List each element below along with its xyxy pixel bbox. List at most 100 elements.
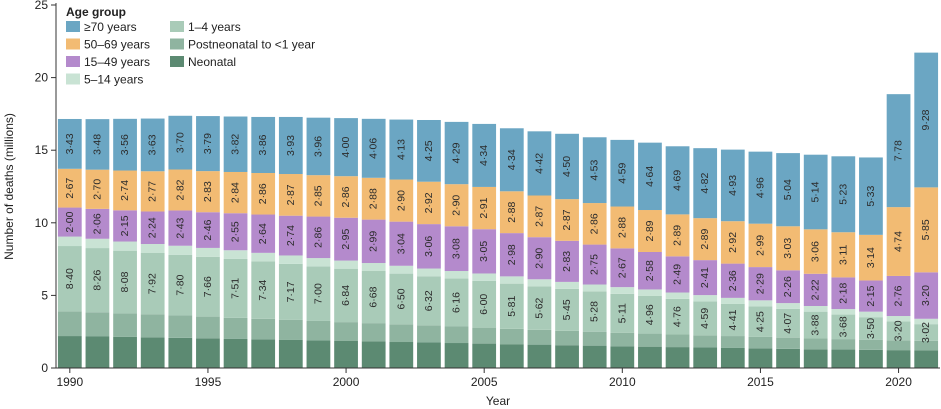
y-tick-label-25: 25 — [35, 0, 49, 12]
bar-segment-ge70-2016 — [776, 153, 800, 227]
bar-segment-a50_69-2006 — [499, 191, 524, 234]
bar-segment-a50_69-2001 — [361, 177, 386, 220]
bar-segment-a15_49-2001 — [361, 219, 386, 264]
bar-segment-neonatal-1994 — [168, 337, 193, 368]
bar-segment-a5_14-2000 — [334, 260, 358, 269]
segment-label-a50_69-1993: 2·77 — [147, 181, 159, 202]
bar-segment-a50_69-2020 — [886, 207, 911, 276]
segment-label-ge70-2011: 4·64 — [644, 166, 656, 187]
bar-segment-ge70-2011 — [638, 142, 662, 211]
bar-segment-a5_14-2019 — [859, 311, 883, 318]
bar-segment-ge70-1991 — [85, 119, 110, 170]
bar-segment-neonatal-2014 — [720, 347, 745, 368]
bar-segment-postneo-2019 — [859, 339, 883, 350]
segment-label-a50_69-2005: 2·91 — [478, 197, 490, 218]
bar-segment-postneo-2017 — [803, 338, 828, 350]
bar-segment-a5_14-2011 — [638, 289, 662, 296]
bar-segment-ge70-1994 — [168, 115, 193, 170]
bar-segment-ge70-2021 — [914, 52, 939, 188]
bar-segment-a15_49-2006 — [499, 233, 524, 277]
legend-label-a1_4: 1–4 years — [188, 20, 241, 34]
bar-segment-postneo-2007 — [527, 329, 552, 345]
segment-label-ge70-1997: 3·86 — [257, 134, 269, 155]
bar-segment-ge70-2005 — [472, 123, 497, 187]
bar-segment-neonatal-2011 — [638, 346, 662, 368]
bar-segment-a50_69-1992 — [113, 170, 137, 211]
bar-segment-a5_14-2008 — [555, 281, 579, 289]
segment-label-a15_49-1997: 2·64 — [257, 223, 269, 244]
legend-title: Age group — [66, 5, 126, 19]
segment-label-ge70-2016: 5·04 — [782, 179, 794, 200]
segment-label-under5_total-2020: 3·20 — [893, 320, 905, 341]
bar-segment-neonatal-2012 — [665, 347, 690, 368]
segment-label-a50_69-2001: 2·88 — [368, 188, 380, 209]
segment-label-a50_69-1990: 2·67 — [64, 178, 76, 199]
segment-label-a50_69-2019: 3·14 — [865, 247, 877, 268]
bar-segment-a15_49-2003 — [417, 224, 441, 269]
bar-segment-ge70-2007 — [527, 131, 552, 196]
segment-label-ge70-2006: 4·34 — [506, 149, 518, 170]
segment-label-a50_69-1999: 2·85 — [312, 185, 324, 206]
bar-segment-postneo-2012 — [665, 334, 690, 348]
bar-segment-a50_69-2013 — [693, 218, 718, 261]
bar-segment-a5_14-2003 — [417, 268, 441, 277]
legend-swatch-postneo — [170, 38, 184, 50]
segment-label-a15_49-1993: 2·24 — [147, 217, 159, 238]
bar-segment-postneo-1996 — [223, 317, 248, 339]
bar-segment-neonatal-2010 — [610, 346, 635, 368]
bar-segment-ge70-1992 — [113, 118, 137, 171]
y-tick-label-10: 10 — [35, 216, 49, 230]
bar-segment-a5_14-1997 — [251, 252, 276, 262]
bar-segment-a50_69-2003 — [417, 181, 441, 225]
bar-segment-a15_49-1997 — [251, 214, 276, 253]
bar-segment-a50_69-2011 — [638, 210, 662, 252]
bar-segment-postneo-2000 — [334, 322, 358, 341]
bar-segment-ge70-1997 — [251, 116, 276, 173]
bar-segment-a15_49-2014 — [720, 263, 745, 298]
segment-label-a50_69-1996: 2·84 — [230, 182, 242, 203]
bar-segment-a15_49-1994 — [168, 210, 193, 246]
x-axis-title: Year — [486, 394, 510, 408]
segment-label-a50_69-1998: 2·87 — [285, 184, 297, 205]
bar-segment-ge70-2014 — [720, 149, 745, 222]
segment-label-a15_49-1992: 2·15 — [119, 215, 131, 236]
bar-segment-neonatal-2015 — [748, 348, 773, 368]
segment-label-a15_49-2013: 2·41 — [699, 267, 711, 288]
segment-label-a15_49-2003: 3·06 — [423, 236, 435, 257]
bar-segment-postneo-2016 — [776, 337, 800, 349]
segment-label-a50_69-1991: 2·70 — [91, 179, 103, 200]
bar-segment-a15_49-2009 — [582, 244, 607, 285]
segment-label-a15_49-2007: 2·90 — [533, 248, 545, 269]
bar-segment-ge70-2010 — [610, 139, 635, 207]
bar-segment-a1_4-2021 — [914, 324, 939, 341]
segment-label-a15_49-2021: 3·20 — [920, 285, 932, 306]
bar-segment-neonatal-1990 — [57, 336, 82, 368]
bar-segment-a50_69-1998 — [278, 174, 303, 216]
bar-segment-a1_4-2004 — [444, 278, 469, 327]
segment-label-under5_total-2002: 6·50 — [395, 288, 407, 309]
bar-segment-a1_4-2002 — [389, 273, 414, 325]
legend: Age group≥70 years 1–4 years 50–69 years Po… — [66, 5, 315, 87]
segment-label-a50_69-2013: 2·89 — [699, 228, 711, 249]
segment-label-ge70-1992: 3·56 — [119, 134, 131, 155]
bar-segment-neonatal-2003 — [417, 342, 441, 368]
segment-label-ge70-1996: 3·82 — [230, 134, 242, 155]
segment-label-ge70-1994: 3·70 — [174, 132, 186, 153]
segment-label-a15_49-2001: 2·99 — [368, 231, 380, 252]
segment-label-a50_69-2008: 2·87 — [561, 209, 573, 230]
bar-segment-neonatal-2016 — [776, 348, 800, 368]
segment-label-ge70-2012: 4·69 — [672, 170, 684, 191]
bar-segment-a1_4-2011 — [638, 295, 662, 334]
segment-label-under5_total-2009: 5·28 — [589, 301, 601, 322]
bar-segment-a50_69-2000 — [334, 176, 358, 218]
segment-label-a15_49-1994: 2·43 — [174, 217, 186, 238]
segment-label-under5_total-2010: 5·11 — [616, 303, 628, 323]
legend-label-neonatal: Neonatal — [188, 55, 236, 69]
bar-segment-a15_49-2019 — [859, 280, 883, 312]
bar-segment-ge70-1993 — [140, 118, 165, 172]
bar-segment-neonatal-2001 — [361, 341, 386, 368]
segment-label-under5_total-2005: 6·00 — [478, 294, 490, 315]
segment-label-a15_49-1990: 2·00 — [64, 211, 76, 232]
